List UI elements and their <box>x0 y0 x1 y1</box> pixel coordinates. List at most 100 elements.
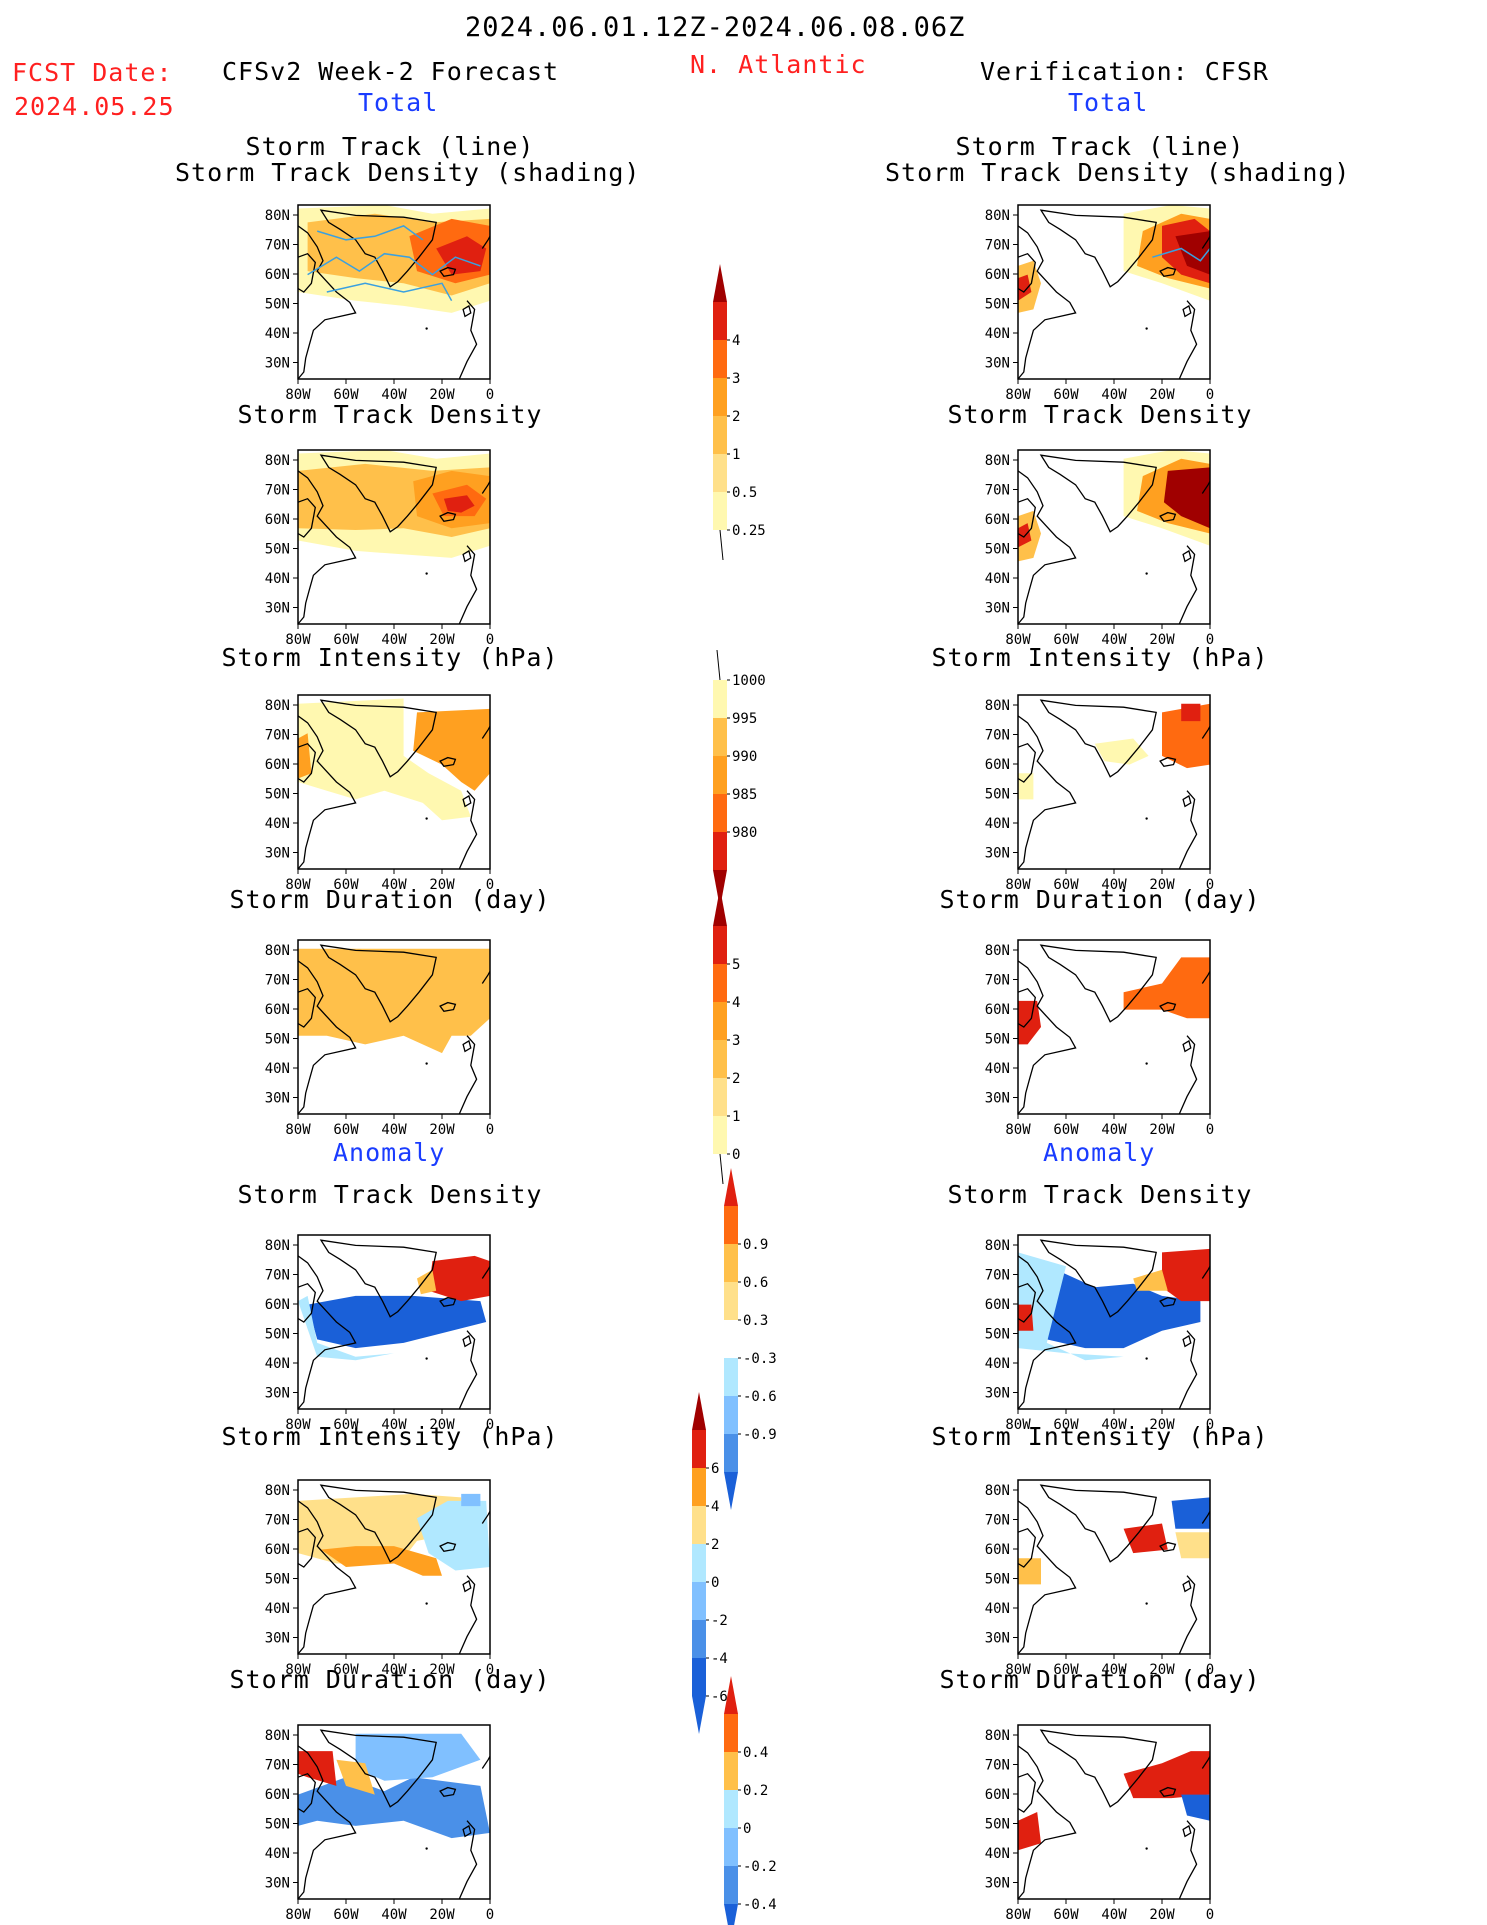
coastline <box>1159 1001 1177 1013</box>
coastline <box>297 225 357 380</box>
lat-label: 40N <box>985 816 1010 832</box>
map-panel-6-forecast: 80N 70N 60N 50N 40N 30N 80W 60W 40W 20W 0 <box>265 1479 494 1678</box>
lat-label: 60N <box>265 1002 290 1018</box>
coastline <box>1178 1575 1198 1655</box>
lat-label: 60N <box>985 267 1010 283</box>
coastline <box>319 699 437 778</box>
shading-area <box>1163 467 1210 529</box>
lon-label: 0 <box>486 877 494 893</box>
coastline <box>297 497 316 538</box>
colorbar-segment <box>713 416 727 454</box>
verification-title: Verification: CFSR <box>980 57 1269 86</box>
lon-label: 80W <box>1005 387 1031 403</box>
island-dot <box>1145 327 1148 330</box>
colorbar-extend-top <box>724 1676 738 1714</box>
lat-label: 30N <box>985 1386 1010 1402</box>
shading-area <box>1018 773 1034 800</box>
lon-label: 60W <box>1053 387 1079 403</box>
lat-label: 60N <box>265 1787 290 1803</box>
map-panel-2-forecast: 80N 70N 60N 50N 40N 30N 80W 60W 40W 20W 0 <box>265 449 494 648</box>
shading-area <box>1094 738 1149 765</box>
coastline <box>1039 699 1157 778</box>
lon-label: 80W <box>285 1662 311 1678</box>
lat-label: 70N <box>985 728 1010 744</box>
map-panel-5-forecast: 80N 70N 60N 50N 40N 30N 80W 60W 40W 20W 0 <box>265 1234 494 1433</box>
lon-label: 60W <box>333 1122 359 1138</box>
shading-area <box>1018 1558 1041 1585</box>
colorbar-segment <box>724 1434 738 1472</box>
region-label: N. Atlantic <box>690 50 867 79</box>
colorbar-segment <box>713 680 727 718</box>
lon-label: 40W <box>1101 877 1127 893</box>
lat-label: 40N <box>265 1846 290 1862</box>
coastline <box>1178 790 1198 870</box>
coastline <box>1017 960 1077 1115</box>
colorbar-segment <box>724 1790 738 1828</box>
colorbar-segment <box>724 1244 738 1282</box>
panel7-title-left: Storm Duration (day) <box>229 1665 551 1694</box>
panel1-title-line2-right: Storm Track Density (shading) <box>885 158 1351 187</box>
lat-label: 60N <box>985 1002 1010 1018</box>
coastline <box>458 1820 478 1900</box>
colorbar-label: 0 <box>732 1147 740 1163</box>
lat-label: 30N <box>985 846 1010 862</box>
colorbar-segment <box>692 1582 706 1620</box>
total-label-left: Total <box>358 88 439 117</box>
colorbar-label: -0.9 <box>743 1427 777 1443</box>
map-panel-7-forecast: 80N 70N 60N 50N 40N 30N 80W 60W 40W 20W 0 <box>265 1724 494 1923</box>
colorbar-segment <box>713 1078 727 1116</box>
shading-area <box>1133 1269 1168 1291</box>
lat-label: 80N <box>265 1483 290 1499</box>
lat-label: 80N <box>985 1238 1010 1254</box>
island-dot <box>1145 572 1148 575</box>
panel1-title-line1-left: Storm Track (line) <box>245 132 535 161</box>
lat-label: 80N <box>985 208 1010 224</box>
coastline <box>319 1239 437 1318</box>
colorbar-label: 990 <box>732 749 757 765</box>
colorbar-segment <box>724 1752 738 1790</box>
fcst-label: FCST Date: <box>12 58 173 87</box>
coastline <box>1017 497 1036 538</box>
coastline <box>1017 742 1036 783</box>
island-dot <box>1145 817 1148 820</box>
coastline <box>1017 1745 1077 1900</box>
colorbar-extend-top <box>692 1392 706 1430</box>
lat-label: 80N <box>985 1728 1010 1744</box>
shading-area <box>1018 1252 1124 1361</box>
coastline <box>1182 1039 1192 1053</box>
lat-label: 30N <box>985 356 1010 372</box>
colorbar-label: 5 <box>732 957 740 973</box>
colorbar-duration-anom: 0.4 0.2 0 -0.2 -0.4 <box>724 1676 777 1925</box>
coastline <box>1017 1500 1077 1655</box>
lat-label: 50N <box>265 787 290 803</box>
lat-label: 70N <box>265 1513 290 1529</box>
coastline <box>1017 1772 1036 1813</box>
coastline <box>1178 545 1198 625</box>
colorbar-label: -6 <box>711 1689 728 1705</box>
shading-area <box>1123 1751 1210 1799</box>
shading-area <box>443 495 475 513</box>
coastline <box>462 304 472 318</box>
lat-label: 80N <box>265 1728 290 1744</box>
lat-label: 70N <box>265 1268 290 1284</box>
lon-label: 80W <box>1005 877 1031 893</box>
lat-label: 50N <box>265 1572 290 1588</box>
shading-area <box>436 236 487 275</box>
lon-label: 20W <box>429 1662 455 1678</box>
shading-area <box>1018 274 1032 301</box>
lon-label: 20W <box>429 387 455 403</box>
island-dot <box>425 1062 428 1065</box>
coastline <box>439 1001 457 1013</box>
storm-track-line <box>307 252 481 276</box>
fcst-date: 2024.05.25 <box>14 92 175 121</box>
lon-label: 0 <box>486 1122 494 1138</box>
colorbar-segment <box>692 1430 706 1468</box>
coastline <box>458 1035 478 1115</box>
lat-label: 60N <box>265 1542 290 1558</box>
coastline <box>319 1484 437 1563</box>
colorbar-label: 2 <box>711 1537 719 1553</box>
colorbar-label: 1 <box>732 447 740 463</box>
lat-label: 30N <box>265 1091 290 1107</box>
colorbar-extend-bottom <box>692 1696 706 1734</box>
shading-area <box>1123 1523 1168 1554</box>
